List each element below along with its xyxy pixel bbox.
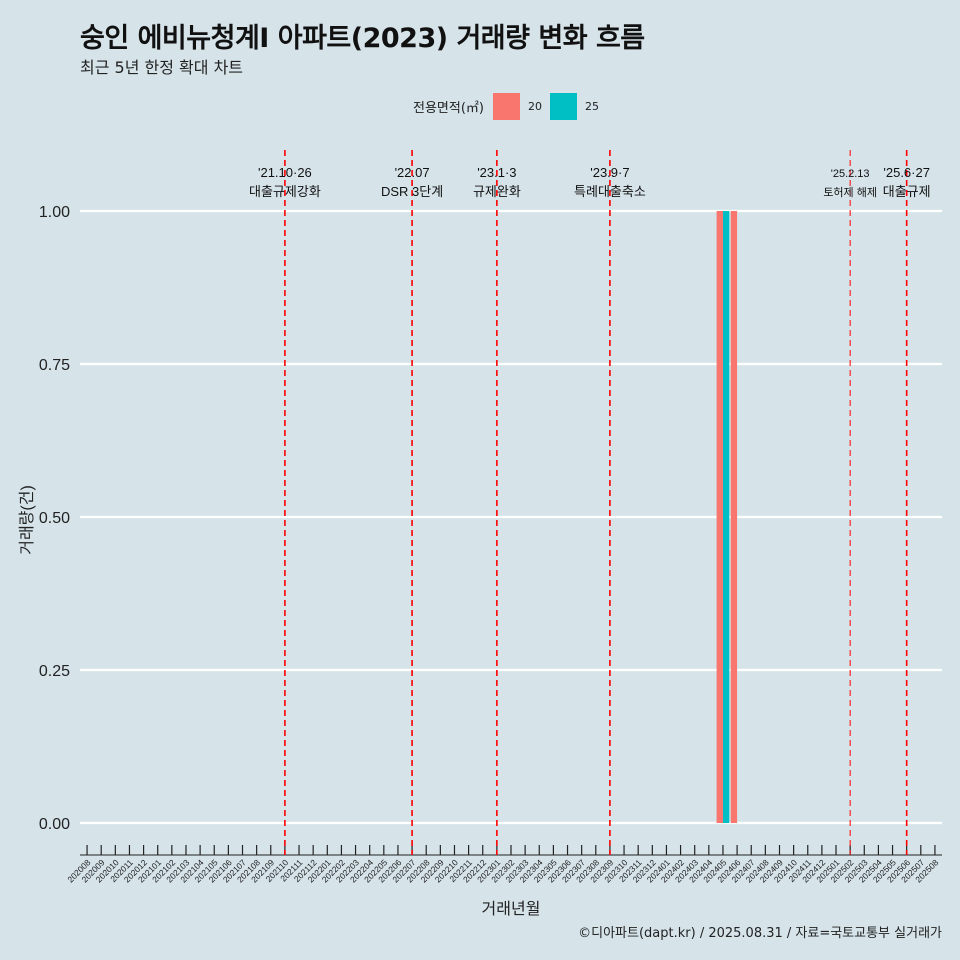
x-axis-title: 거래년월 bbox=[482, 900, 541, 918]
y-tick-label: 0.25 bbox=[39, 663, 70, 680]
event-date-label: '23.1·3 bbox=[477, 165, 516, 180]
bar-202405-25 bbox=[722, 211, 730, 823]
event-name-label: 특례대출축소 bbox=[574, 184, 646, 199]
event-name-label: 토허제 해제 bbox=[823, 185, 877, 199]
event-date-label: '21.10·26 bbox=[258, 165, 312, 180]
y-tick-label: 0.50 bbox=[39, 510, 70, 527]
event-date-label: '23.9·7 bbox=[590, 165, 629, 180]
legend-title: 전용면적(㎡) bbox=[413, 101, 484, 116]
y-tick-label: 0.75 bbox=[39, 357, 70, 374]
legend-key-25 bbox=[549, 93, 577, 120]
event-name-label: 대출규제강화 bbox=[249, 184, 321, 199]
event-date-label: '22.07 bbox=[395, 165, 430, 180]
bar-202405-20 bbox=[716, 211, 723, 823]
event-date-label: '25.6·27 bbox=[883, 165, 930, 180]
legend-label-25: 25 bbox=[584, 100, 599, 113]
event-name-label: DSR 3단계 bbox=[381, 184, 443, 199]
legend-label-20: 20 bbox=[527, 100, 542, 113]
event-date-label: '25.2.13 bbox=[831, 168, 870, 180]
y-axis-title: 거래량(건) bbox=[18, 485, 36, 555]
event-name-label: 대출규제 bbox=[883, 184, 931, 199]
legend: 전용면적(㎡) 20 25 bbox=[413, 93, 607, 120]
event-name-label: 규제완화 bbox=[473, 184, 521, 199]
y-tick-label: 1.00 bbox=[39, 204, 70, 221]
source-caption: ©디아파트(dapt.kr) / 2025.08.31 / 자료=국토교통부 실… bbox=[578, 926, 942, 941]
bar-202406-20 bbox=[730, 211, 738, 823]
y-tick-label: 0.00 bbox=[39, 816, 70, 833]
chart-title: 숭인 에비뉴청계Ⅰ 아파트(2023) 거래량 변화 흐름 bbox=[80, 23, 645, 54]
legend-key-20 bbox=[492, 93, 520, 120]
chart-subtitle: 최근 5년 한정 확대 차트 bbox=[80, 58, 244, 77]
